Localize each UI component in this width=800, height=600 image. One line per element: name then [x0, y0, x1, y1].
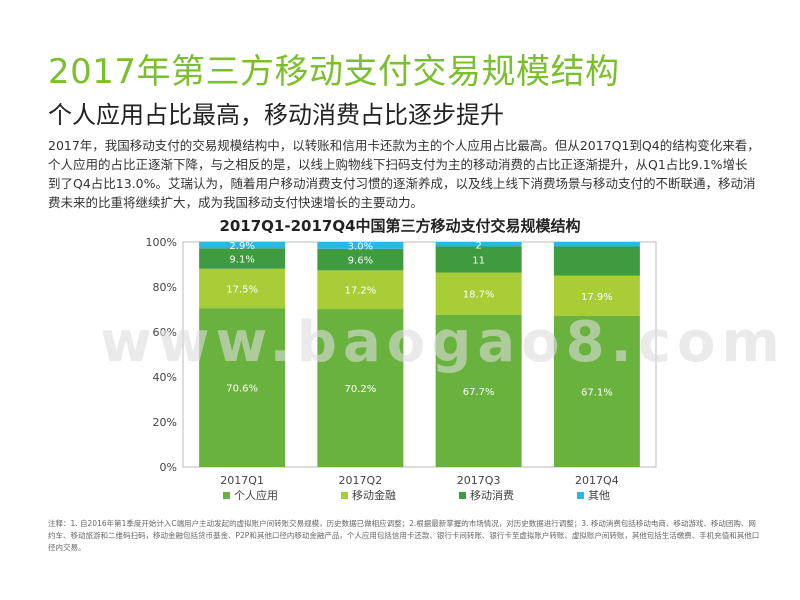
legend-swatch [459, 492, 466, 499]
bar-segment [199, 308, 286, 467]
data-label: 70.2% [344, 384, 376, 395]
description-paragraph: 2017年，我国移动支付的交易规模结构中，以转账和信用卡还款为主的个人应用占比最… [48, 138, 760, 210]
legend-label: 其他 [588, 489, 610, 502]
bar-segment [553, 275, 640, 317]
bar-segment [553, 246, 640, 276]
legend-label: 个人应用 [234, 488, 278, 502]
y-tick-label: 20% [153, 416, 177, 429]
chart-title: 2017Q1-2017Q4中国第三方移动支付交易规模结构 [219, 217, 581, 235]
legend-swatch [577, 492, 584, 499]
footnote: 注释：1. 自2016年第1季度开始计入C端用户主动发起的虚拟账户间转账交易规模… [48, 519, 760, 552]
bar-segment [199, 268, 286, 309]
data-label: 11 [472, 256, 485, 267]
data-label: 70.6% [226, 384, 258, 395]
x-tick-label: 2017Q1 [220, 474, 264, 487]
bar-segment [317, 248, 404, 271]
bar-segment [553, 316, 640, 467]
legend-swatch [223, 492, 230, 499]
bar-segment [317, 270, 404, 310]
plot-frame [182, 241, 657, 468]
y-tick-label: 40% [153, 371, 177, 384]
bar-segment [199, 248, 286, 269]
legend-label: 移动消费 [470, 488, 514, 502]
bar-segment [553, 242, 640, 247]
x-tick-label: 2017Q4 [575, 474, 619, 487]
bar-segment [435, 246, 522, 273]
page-subtitle: 个人应用占比最高，移动消费占比逐步提升 [48, 101, 504, 129]
stacked-bar-chart: 0% 20% 40% 60% 80% 100% 2017Q1 2017Q2 2017Q3 2017… [146, 236, 657, 502]
bar-segment [435, 242, 522, 247]
y-tick-label: 100% [146, 236, 177, 249]
data-label: 67.1% [581, 388, 613, 399]
data-label: 17.2% [344, 286, 376, 297]
data-label: 9.1% [229, 255, 254, 266]
data-label: 3.0% [348, 241, 373, 252]
data-label: 18.7% [463, 290, 495, 301]
bar-segment [435, 314, 522, 467]
x-tick-label: 2017Q2 [339, 474, 383, 487]
y-tick-label: 0% [160, 461, 177, 474]
legend-label: 移动金融 [352, 488, 396, 502]
data-label: 67.7% [463, 387, 495, 398]
data-label: 9.6% [348, 256, 373, 267]
data-label: 17.5% [226, 284, 258, 295]
data-label: 2.9% [229, 241, 254, 252]
bar-segment [435, 272, 522, 315]
legend-swatch [341, 492, 348, 499]
data-label: 17.9% [581, 292, 613, 303]
bar-segment [317, 309, 404, 467]
bar-segment [317, 242, 404, 249]
page-title: 2017年第三方移动支付交易规模结构 [48, 52, 620, 92]
y-tick-label: 60% [153, 326, 177, 339]
x-tick-label: 2017Q3 [457, 474, 501, 487]
data-label: 2 [475, 240, 481, 251]
y-tick-label: 80% [153, 281, 177, 294]
bar-segment [199, 241, 286, 249]
